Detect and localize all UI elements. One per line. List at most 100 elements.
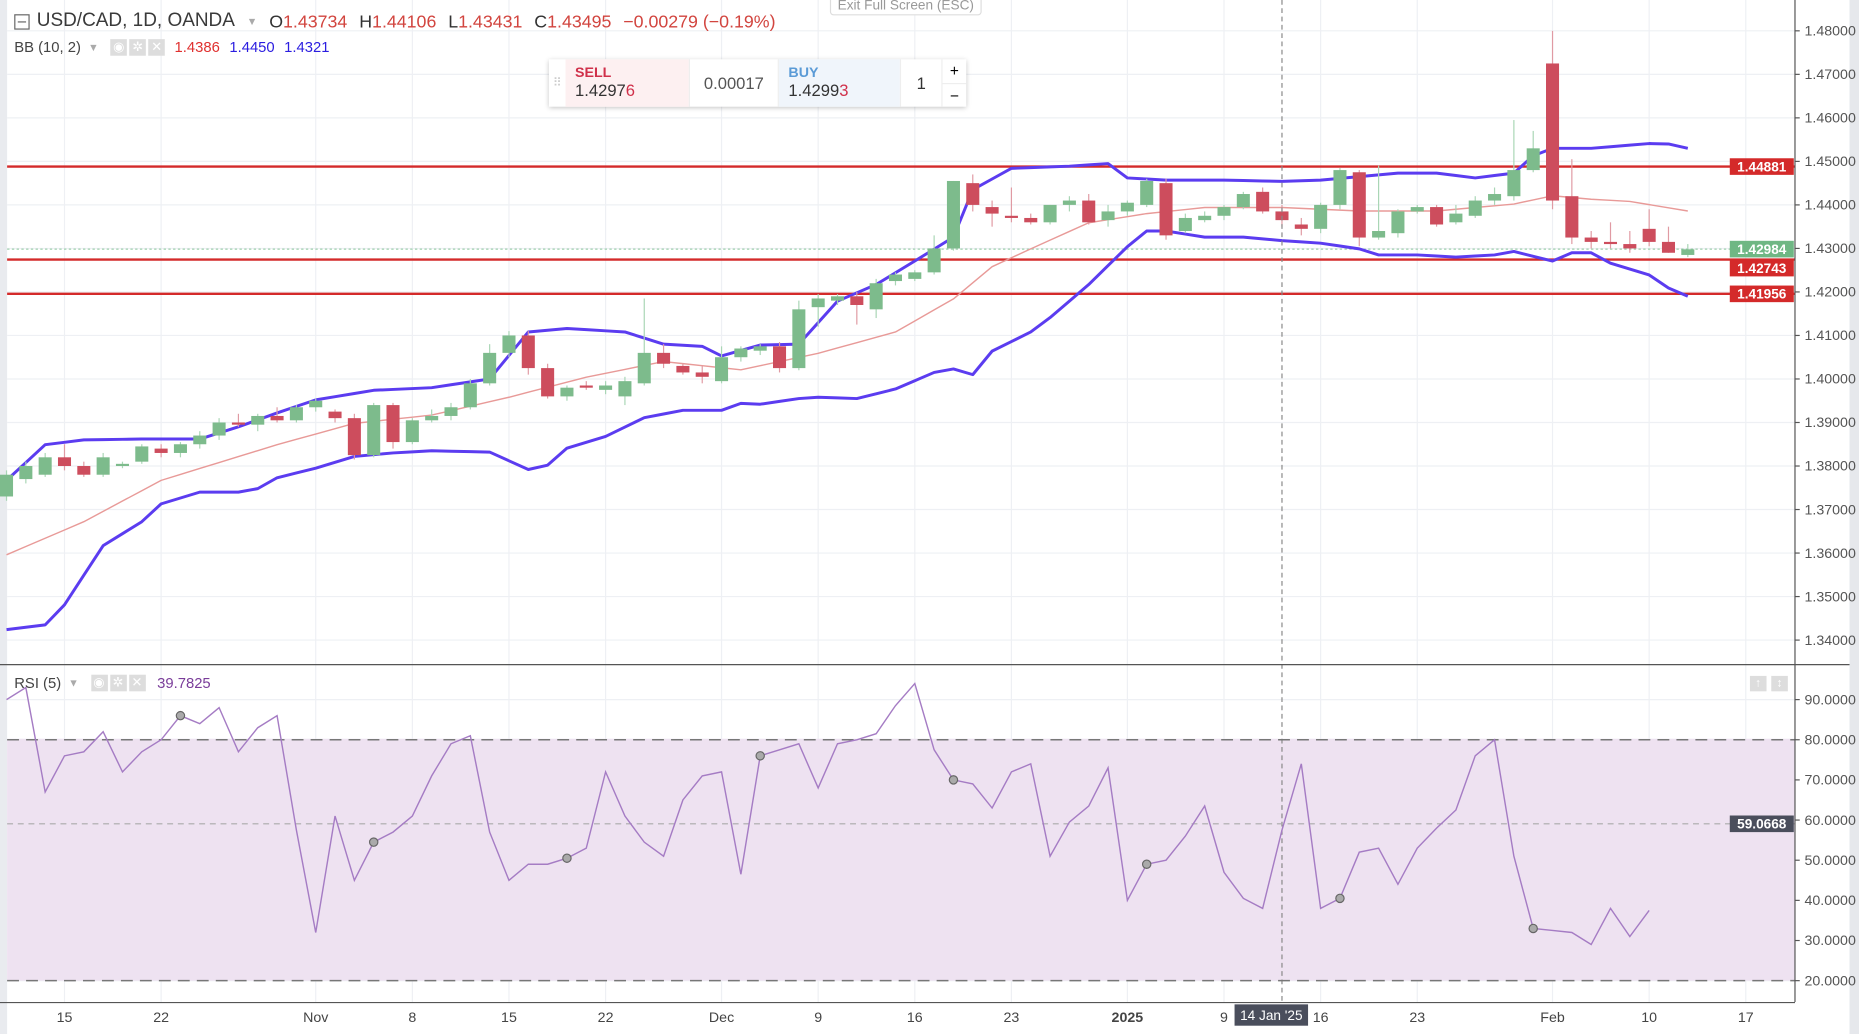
candle[interactable]: [1565, 159, 1579, 245]
candle[interactable]: [0, 470, 14, 501]
candle[interactable]: [927, 235, 941, 275]
candle[interactable]: [792, 300, 806, 371]
candle[interactable]: [173, 442, 187, 458]
candle[interactable]: [1507, 120, 1521, 201]
symbol-title[interactable]: USD/CAD, 1D, OANDA: [36, 10, 235, 31]
candle[interactable]: [57, 444, 72, 471]
candle[interactable]: [1062, 196, 1076, 212]
candle[interactable]: [1236, 191, 1250, 210]
right-scrollbar[interactable]: [1849, 0, 1859, 1034]
candle[interactable]: [1140, 178, 1154, 208]
candle[interactable]: [1043, 204, 1057, 225]
chevron-down-icon[interactable]: ▼: [88, 41, 99, 54]
candle[interactable]: [1082, 194, 1096, 225]
candle[interactable]: [231, 413, 245, 427]
candle[interactable]: [405, 418, 419, 445]
chevron-down-icon[interactable]: ▼: [246, 15, 258, 28]
candle[interactable]: [347, 413, 361, 460]
candle[interactable]: [888, 272, 902, 286]
gear-icon[interactable]: ✲: [109, 674, 127, 692]
candle[interactable]: [463, 378, 477, 410]
candle[interactable]: [1372, 165, 1386, 240]
gear-icon[interactable]: ✲: [129, 39, 147, 56]
candle[interactable]: [811, 294, 825, 327]
candle[interactable]: [1584, 231, 1598, 249]
candle[interactable]: [115, 461, 129, 469]
candle[interactable]: [618, 376, 632, 406]
candle[interactable]: [734, 346, 748, 362]
rsi-label[interactable]: RSI (5): [14, 674, 62, 692]
candle[interactable]: [966, 174, 980, 212]
close-icon[interactable]: ✕: [128, 674, 146, 692]
candle[interactable]: [1449, 204, 1463, 225]
chevron-down-icon[interactable]: ▼: [68, 677, 79, 689]
candle[interactable]: [599, 381, 613, 395]
candle[interactable]: [96, 452, 110, 477]
candle[interactable]: [695, 365, 709, 384]
candle[interactable]: [1526, 130, 1540, 173]
candle[interactable]: [444, 402, 458, 421]
candle[interactable]: [270, 407, 284, 423]
candle[interactable]: [1217, 204, 1231, 221]
candle[interactable]: [1681, 244, 1695, 258]
collapse-icon[interactable]: [14, 13, 30, 30]
candle[interactable]: [908, 270, 922, 282]
candle[interactable]: [1430, 204, 1444, 227]
candle[interactable]: [367, 402, 381, 458]
candle[interactable]: [251, 413, 265, 432]
candle[interactable]: [541, 363, 555, 399]
candle[interactable]: [328, 409, 342, 423]
candle[interactable]: [1333, 167, 1347, 210]
candle[interactable]: [637, 298, 651, 386]
candle[interactable]: [1661, 226, 1676, 253]
candle[interactable]: [830, 294, 845, 305]
price-pane[interactable]: [0, 0, 1795, 1002]
candle[interactable]: [38, 452, 52, 477]
candle[interactable]: [1004, 187, 1018, 223]
candle[interactable]: [386, 402, 400, 449]
candle[interactable]: [560, 385, 574, 401]
candle[interactable]: [1391, 209, 1405, 238]
candle[interactable]: [521, 331, 535, 375]
candle[interactable]: [850, 291, 864, 325]
candle[interactable]: [154, 444, 168, 458]
candle[interactable]: [869, 278, 883, 319]
buy-button[interactable]: BUY 1.42993: [778, 59, 900, 107]
candle[interactable]: [193, 431, 207, 449]
candle[interactable]: [1120, 200, 1134, 216]
candle[interactable]: [502, 331, 516, 358]
candle[interactable]: [1159, 178, 1173, 240]
candle[interactable]: [425, 409, 439, 423]
visibility-icon[interactable]: ◉: [110, 39, 128, 56]
move-pane-up-icon[interactable]: ↑: [1749, 675, 1767, 692]
price-axis[interactable]: 1.48000 1.47000 1.46000 1.45000 1.44000 1.430…: [1794, 24, 1856, 990]
sell-button[interactable]: SELL 1.42976: [565, 59, 689, 107]
candle[interactable]: [1410, 204, 1424, 214]
candle[interactable]: [212, 418, 226, 440]
bb-label[interactable]: BB (10, 2): [14, 39, 81, 56]
candle[interactable]: [1024, 213, 1038, 225]
candle[interactable]: [657, 344, 671, 369]
decrease-quantity-button[interactable]: −: [942, 82, 967, 106]
candle[interactable]: [1256, 187, 1270, 214]
candle[interactable]: [1546, 30, 1560, 210]
maximize-pane-icon[interactable]: ↕: [1771, 675, 1788, 692]
candle[interactable]: [715, 346, 729, 384]
candle[interactable]: [19, 461, 33, 484]
exit-full-screen-button[interactable]: Exit Full Screen (ESC): [829, 0, 982, 16]
visibility-icon[interactable]: ◉: [90, 674, 108, 692]
candle[interactable]: [946, 180, 960, 251]
drag-handle-icon[interactable]: ⠿: [552, 76, 562, 90]
candle[interactable]: [1314, 202, 1328, 234]
candle[interactable]: [135, 444, 149, 464]
candle[interactable]: [483, 344, 497, 386]
candle[interactable]: [1294, 217, 1308, 236]
increase-quantity-button[interactable]: +: [949, 61, 959, 80]
candle[interactable]: [1488, 187, 1502, 205]
candle[interactable]: [579, 381, 593, 390]
candle[interactable]: [985, 200, 999, 227]
candle[interactable]: [1198, 211, 1212, 223]
quantity-input[interactable]: 1: [899, 59, 941, 107]
time-axis[interactable]: 15 22 Nov 8 15 22 Dec 9 16 23 2025 9 16 23 Feb 10 17 14 J…: [57, 1004, 1754, 1026]
